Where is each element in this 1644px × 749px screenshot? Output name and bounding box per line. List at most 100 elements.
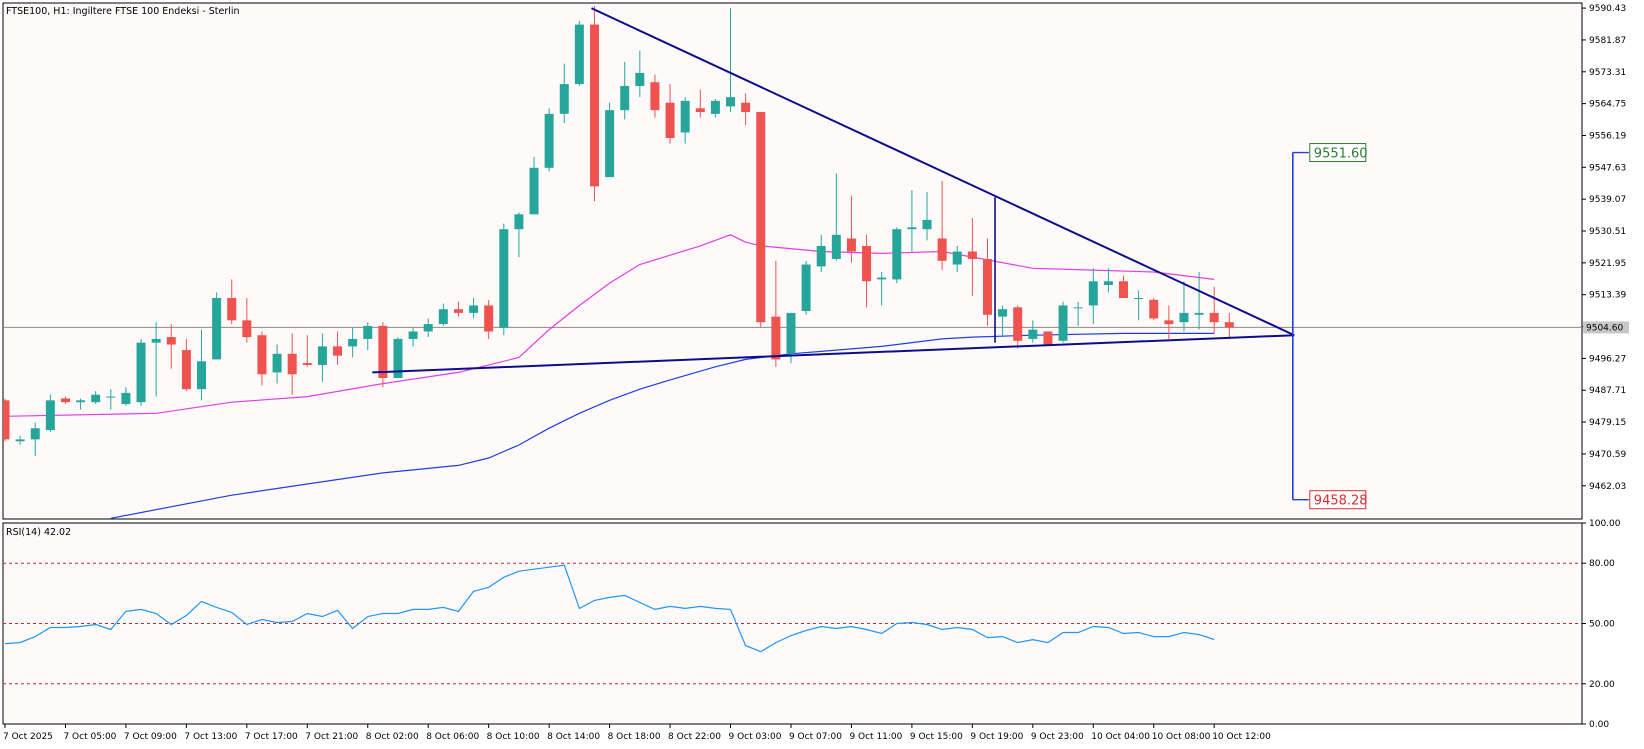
- candle: [1013, 305, 1023, 349]
- candle-body: [650, 82, 660, 111]
- candle-body: [151, 338, 161, 343]
- candle-body: [212, 298, 222, 360]
- candle-body: [620, 85, 630, 111]
- candle-body: [907, 227, 917, 230]
- axes: 9551.60 9458.28 9590.43 9581.87 9573.31 9564.…: [3, 4, 1629, 742]
- candle: [1194, 271, 1204, 330]
- candle: [212, 292, 222, 360]
- candle-body: [45, 400, 55, 431]
- candle: [710, 98, 720, 118]
- candle-body: [408, 331, 418, 339]
- candle: [408, 327, 418, 347]
- candle: [499, 223, 509, 336]
- candle-body: [3, 400, 10, 440]
- candle: [257, 331, 267, 386]
- candle-body: [1119, 281, 1129, 299]
- candle: [846, 195, 856, 263]
- candle-body: [242, 320, 252, 338]
- candle-body: [605, 110, 615, 178]
- target-upper-label: 9551.60: [1309, 143, 1368, 163]
- time-tick-label: 10 Oct 08:00: [1152, 732, 1211, 742]
- candle-body: [484, 305, 494, 332]
- candle-body: [1179, 312, 1189, 323]
- current-price-label: 9504.60: [1586, 323, 1623, 333]
- candle-body: [529, 167, 539, 215]
- candle: [378, 322, 388, 388]
- candle: [680, 97, 690, 144]
- candle: [91, 391, 101, 405]
- candle-body: [559, 84, 569, 114]
- candle: [287, 333, 297, 395]
- time-tick-label: 8 Oct 02:00: [366, 732, 419, 742]
- target-lower-label-text: 9458.28: [1314, 494, 1368, 509]
- time-tick-label: 8 Oct 10:00: [487, 732, 540, 742]
- candle-body: [695, 108, 705, 113]
- candle: [181, 338, 191, 392]
- candle-body: [30, 428, 40, 440]
- candle-body: [1164, 320, 1174, 325]
- time-tick-label: 7 Oct 09:00: [124, 732, 177, 742]
- candle-body: [1043, 331, 1053, 345]
- candle-body: [106, 396, 116, 398]
- candle: [695, 89, 705, 118]
- rsi-label: RSI(14) 42.02: [6, 527, 71, 538]
- candle-body: [393, 338, 403, 379]
- candle-body: [348, 338, 358, 347]
- time-tick-label: 9 Oct 19:00: [970, 732, 1023, 742]
- price-tick-label: 9462.03: [1589, 482, 1626, 492]
- price-tick-label: 9470.59: [1589, 450, 1626, 460]
- candle-body: [333, 346, 343, 356]
- target-upper-label-text: 9551.60: [1314, 147, 1368, 162]
- candle-body: [998, 309, 1008, 317]
- price-tick-label: 9496.27: [1589, 354, 1626, 364]
- lower-trendline: [372, 334, 1295, 374]
- candle-body: [1073, 307, 1083, 309]
- candle: [892, 227, 902, 284]
- candle-body: [1088, 281, 1098, 306]
- candle: [1209, 286, 1219, 334]
- price-tick-label: 9513.39: [1589, 291, 1626, 301]
- candle: [620, 61, 630, 120]
- time-tick-label: 7 Oct 2025: [3, 732, 53, 742]
- ma-slow-line: [110, 332, 1215, 519]
- candle: [831, 173, 841, 261]
- candle-body: [982, 258, 992, 315]
- candle: [45, 394, 55, 432]
- candle-body: [121, 392, 131, 405]
- candle-body: [967, 251, 977, 259]
- price-panel[interactable]: [2, 2, 1583, 520]
- candle: [967, 218, 977, 297]
- candle: [937, 180, 947, 271]
- candle-body: [227, 298, 237, 321]
- time-tick-label: 7 Oct 17:00: [245, 732, 298, 742]
- candle: [151, 322, 161, 397]
- candle-body: [514, 214, 524, 230]
- chart-title: FTSE100, H1: Ingiltere FTSE 100 Endeksi …: [6, 6, 240, 17]
- candle: [1058, 301, 1068, 343]
- target-lower-label: 9458.28: [1309, 490, 1368, 510]
- candle: [317, 333, 327, 382]
- price-tick-label: 9521.95: [1589, 259, 1626, 269]
- candle: [484, 299, 494, 339]
- candle: [862, 234, 872, 308]
- candle-body: [771, 316, 781, 360]
- price-tick-label: 9547.63: [1589, 163, 1626, 173]
- candle: [1073, 301, 1083, 326]
- candle-body: [952, 251, 962, 265]
- candle: [741, 93, 751, 126]
- candle-body: [257, 335, 267, 375]
- price-tick-label: 9530.51: [1589, 227, 1626, 237]
- price-tick-label: 9479.15: [1589, 418, 1626, 428]
- candle: [529, 156, 539, 215]
- candle-body: [589, 24, 599, 187]
- rsi-tick-label: 0.00: [1589, 720, 1609, 730]
- candle-body: [423, 324, 433, 332]
- candle-body: [181, 350, 191, 390]
- price-tick-label: 9564.75: [1589, 100, 1626, 110]
- candle: [1179, 281, 1189, 332]
- candle: [423, 318, 433, 338]
- candle: [726, 7, 736, 113]
- candle-body: [1224, 322, 1234, 328]
- target-lower-label-box: [1309, 490, 1367, 510]
- time-tick-label: 8 Oct 18:00: [608, 732, 661, 742]
